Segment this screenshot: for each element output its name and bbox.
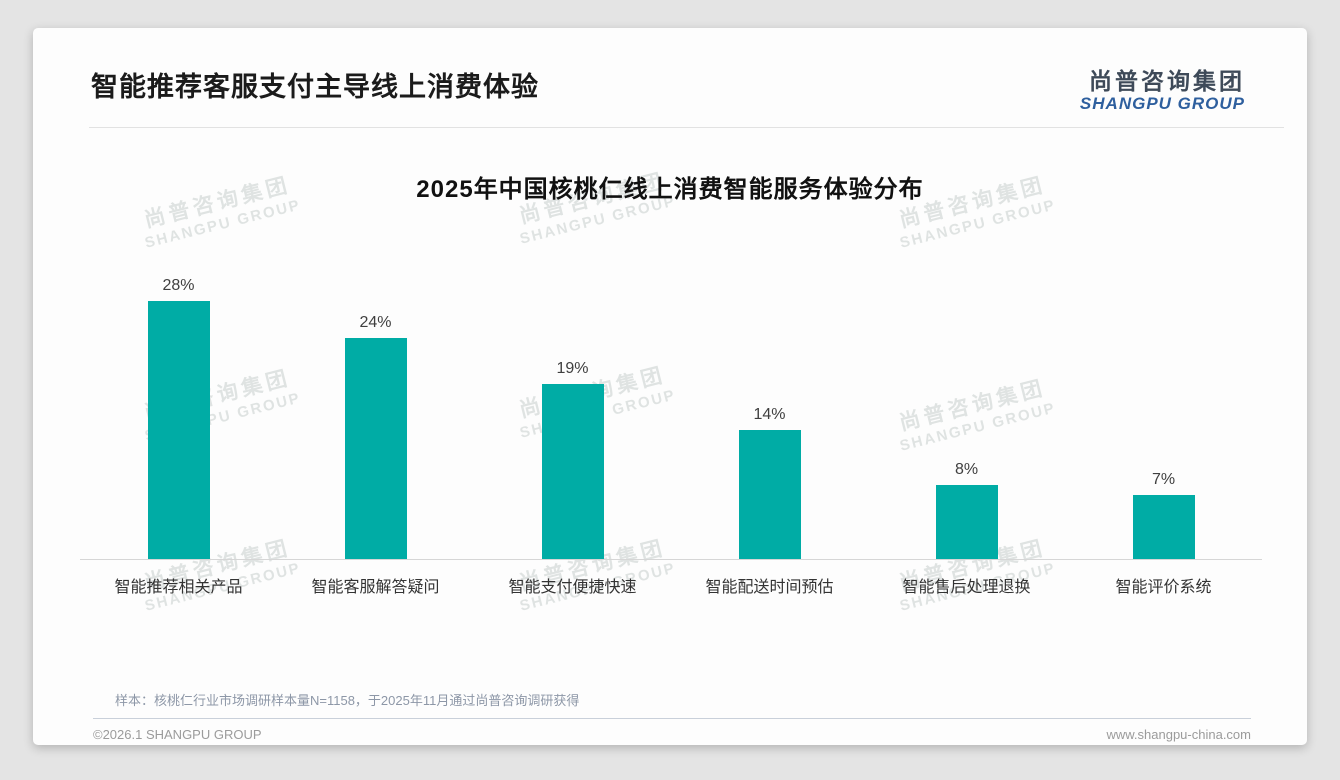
page-title: 智能推荐客服支付主导线上消费体验 [91,72,539,102]
category-label: 智能支付便捷快速 [508,578,637,596]
bar-chart: 2025年中国核桃仁线上消费智能服务体验分布 28% 24% 19% 14% 8% 7% … [33,174,1307,597]
copyright-text: ©2026.1 SHANGPU GROUP [93,726,262,742]
report-slide: 尚普咨询集团 SHANGPU GROUP 尚普咨询集团 SHANGPU GROUP … [33,28,1307,745]
company-logo: 尚普咨询集团 SHANGPU GROUP [1080,68,1245,114]
category-labels: 智能推荐相关产品 智能客服解答疑问 智能支付便捷快速 智能配送时间预估 智能售后处理退换… [80,560,1262,597]
bar-column: 14% [671,406,868,559]
bar-value-label: 8% [954,460,979,478]
header: 智能推荐客服支付主导线上消费体验 尚普咨询集团 SHANGPU GROUP [33,28,1307,114]
bar-value-label: 7% [1151,470,1176,488]
bar-group: 28% 24% 19% 14% 8% 7% [80,208,1262,560]
category-label: 智能推荐相关产品 [114,578,243,596]
bar-column: 7% [1065,471,1262,559]
category-label: 智能客服解答疑问 [311,578,440,596]
bar [147,300,210,559]
bar-value-label: 14% [753,405,786,423]
logo-english-name: SHANGPU GROUP [1079,94,1245,114]
category-label: 智能配送时间预估 [705,578,834,596]
bar-column: 8% [868,461,1065,559]
bar-column: 28% [80,277,277,559]
bar-value-label: 28% [162,276,195,294]
bar-value-label: 24% [359,313,392,331]
bar-column: 19% [474,360,671,559]
header-divider [89,126,1284,128]
chart-title: 2025年中国核桃仁线上消费智能服务体验分布 [416,175,924,203]
bar [738,429,801,559]
website-text: www.shangpu-china.com [1106,726,1251,742]
category-label: 智能评价系统 [1115,578,1212,596]
bar [541,383,604,559]
bar [344,337,407,559]
bar-column: 24% [277,314,474,559]
bar-value-label: 19% [556,359,589,377]
sample-footnote: 样本：核桃仁行业市场调研样本量N=1158，于2025年11月通过尚普咨询调研获… [115,692,580,708]
bar [935,484,998,559]
footer: ©2026.1 SHANGPU GROUP www.shangpu-china.… [93,726,1251,744]
footer-divider [93,717,1251,719]
bar [1132,494,1195,559]
logo-chinese-name: 尚普咨询集团 [1089,68,1245,94]
category-label: 智能售后处理退换 [902,578,1031,596]
